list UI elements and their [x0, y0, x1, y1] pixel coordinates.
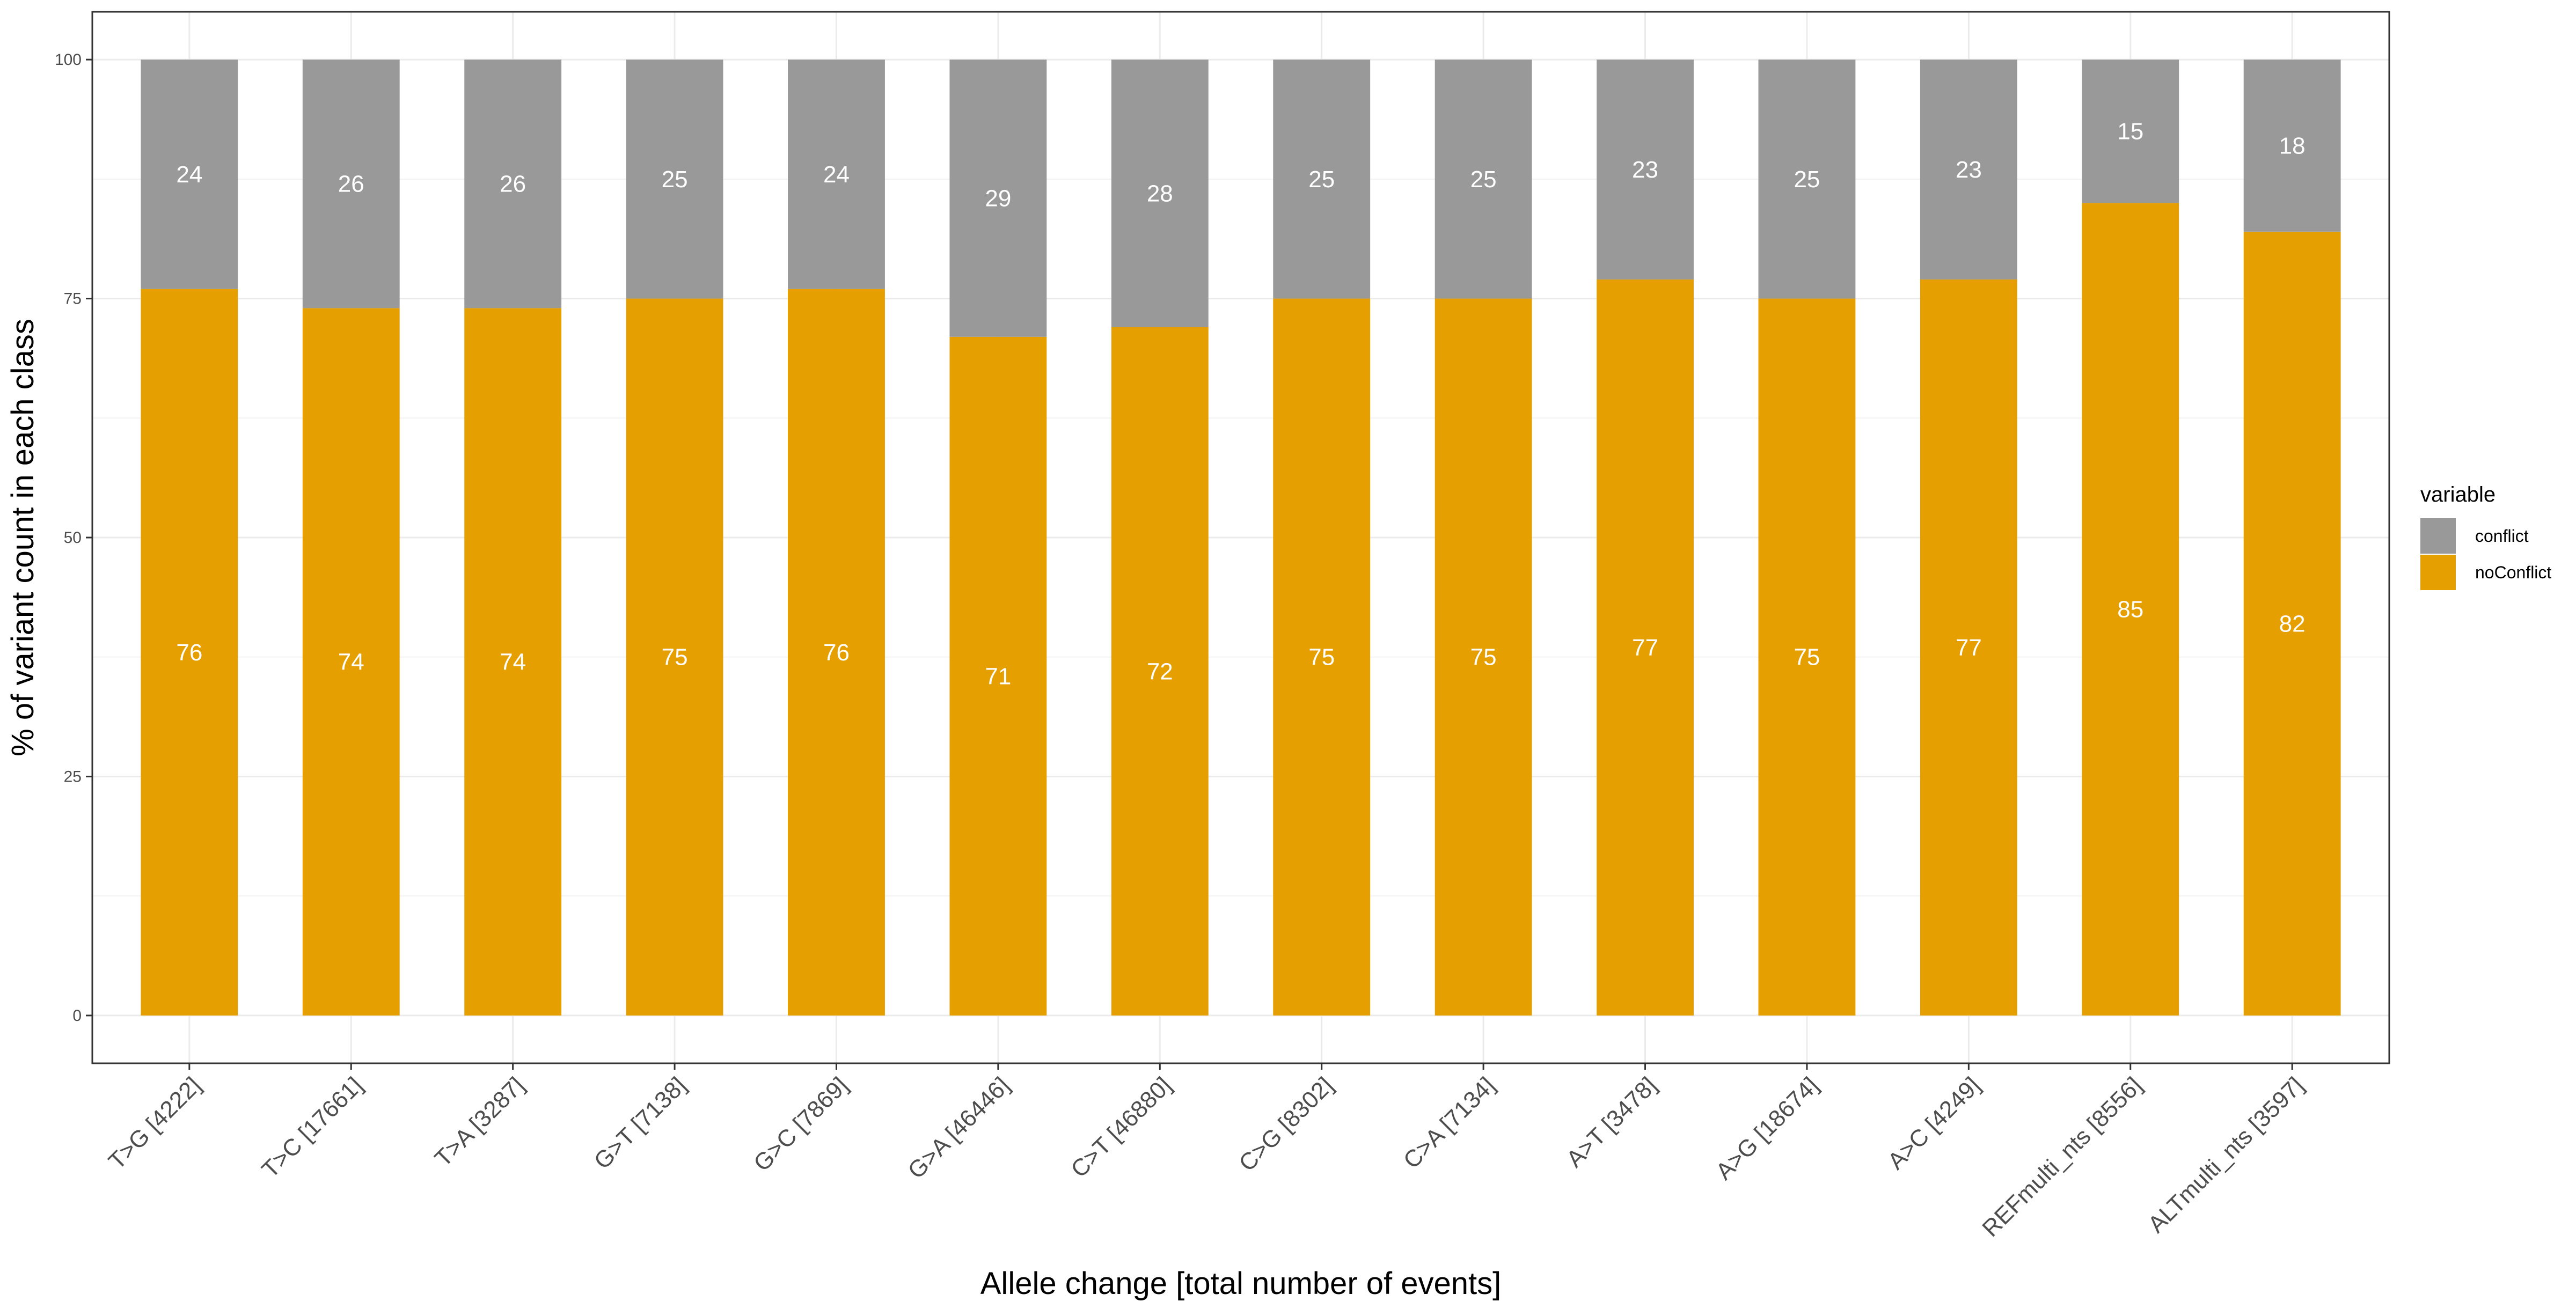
- data-label-noConflict: 75: [1470, 644, 1497, 671]
- data-labels: 76 24 74 26 74 26 75 25 76 24 71 29 72 28 75 25 75 25 77 23…: [176, 119, 2305, 690]
- bar-conflict: [949, 60, 1047, 337]
- data-label-noConflict: 82: [2279, 611, 2306, 637]
- x-tick-label: T>G [4222]: [104, 1072, 206, 1174]
- bar-conflict: [1273, 60, 1371, 299]
- data-label-conflict: 26: [338, 171, 364, 197]
- data-label-noConflict: 75: [662, 644, 688, 671]
- bar-noConflict: [1111, 327, 1209, 1016]
- x-tick-label: T>A [3287]: [430, 1072, 530, 1172]
- bar-noConflict: [1920, 279, 2017, 1016]
- bar-noConflict: [1758, 298, 1856, 1016]
- legend-label-conflict: conflict: [2475, 526, 2529, 546]
- bars: [141, 60, 2341, 1016]
- data-label-noConflict: 72: [1147, 658, 1173, 685]
- bar-noConflict: [788, 289, 885, 1016]
- data-label-conflict: 23: [1632, 157, 1658, 183]
- data-label-noConflict: 74: [500, 649, 526, 675]
- data-label-noConflict: 76: [823, 639, 850, 666]
- legend-title: variable: [2420, 483, 2496, 506]
- data-label-conflict: 26: [500, 171, 526, 197]
- data-label-conflict: 25: [1794, 166, 1820, 193]
- data-label-conflict: 24: [176, 161, 202, 188]
- x-tick-label: A>T [3478]: [1561, 1072, 1662, 1172]
- x-tick-label: A>G [18674]: [1711, 1072, 1824, 1185]
- bar-conflict: [2082, 60, 2179, 203]
- bar-conflict: [1920, 60, 2017, 280]
- grid-lines: [92, 12, 2389, 1063]
- x-tick-label: G>T [7138]: [589, 1072, 692, 1174]
- legend-key-conflict: [2420, 518, 2456, 554]
- bar-noConflict: [1435, 298, 1532, 1016]
- y-tick-label: 100: [55, 51, 82, 69]
- x-axis-title: Allele change [total number of events]: [980, 1266, 1501, 1301]
- bar-noConflict: [2243, 231, 2341, 1016]
- bar-conflict: [2243, 60, 2341, 232]
- data-label-noConflict: 71: [985, 663, 1011, 689]
- data-label-conflict: 25: [1308, 166, 1335, 193]
- y-axis: 0 25 50 75 100: [55, 51, 92, 1025]
- data-label-noConflict: 77: [1632, 635, 1658, 661]
- bar-noConflict: [1597, 279, 1694, 1016]
- bar-conflict: [141, 60, 238, 289]
- x-tick-label: G>C [7869]: [749, 1072, 853, 1176]
- data-label-conflict: 18: [2279, 133, 2306, 159]
- bar-conflict: [1435, 60, 1532, 299]
- bar-conflict: [1597, 60, 1694, 280]
- x-tick-label: ALTmulti_nts [3597]: [2143, 1072, 2309, 1238]
- bar-noConflict: [626, 298, 723, 1016]
- bar-conflict: [626, 60, 723, 299]
- x-axis: T>G [4222] T>C [17661] T>A [3287] G>T [7138…: [104, 1063, 2309, 1242]
- legend-label-noConflict: noConflict: [2475, 563, 2551, 582]
- x-tick-label: C>A [7134]: [1399, 1072, 1500, 1173]
- bar-conflict: [302, 60, 400, 308]
- bar-noConflict: [141, 289, 238, 1016]
- data-label-conflict: 25: [662, 166, 688, 193]
- data-label-noConflict: 77: [1956, 635, 1982, 661]
- y-tick-label: 75: [64, 290, 82, 308]
- bar-noConflict: [2082, 203, 2179, 1016]
- data-label-noConflict: 74: [338, 649, 364, 675]
- x-tick-label: G>A [46446]: [903, 1072, 1015, 1184]
- bar-conflict: [788, 60, 885, 289]
- data-label-noConflict: 75: [1794, 644, 1820, 671]
- x-tick-label: A>C [4249]: [1883, 1072, 1985, 1174]
- data-label-noConflict: 75: [1308, 644, 1335, 671]
- data-label-conflict: 28: [1147, 181, 1173, 207]
- x-tick-label: REFmulti_nts [8556]: [1977, 1072, 2147, 1242]
- y-tick-label: 50: [64, 529, 82, 547]
- data-label-noConflict: 85: [2117, 597, 2143, 623]
- bar-conflict: [464, 60, 562, 308]
- bar-conflict: [1111, 60, 1209, 327]
- y-tick-label: 25: [64, 768, 82, 785]
- data-label-conflict: 25: [1470, 166, 1497, 193]
- data-label-conflict: 15: [2117, 119, 2143, 145]
- y-tick-label: 0: [72, 1007, 82, 1025]
- legend-key-noConflict: [2420, 555, 2456, 590]
- data-label-conflict: 29: [985, 185, 1011, 211]
- x-tick-label: C>T [46880]: [1066, 1072, 1176, 1182]
- y-axis-title: % of variant count in each class: [5, 319, 40, 756]
- data-label-noConflict: 76: [176, 639, 202, 666]
- x-tick-label: T>C [17661]: [257, 1072, 368, 1183]
- bar-noConflict: [302, 308, 400, 1016]
- bar-noConflict: [949, 336, 1047, 1016]
- bar-noConflict: [464, 308, 562, 1016]
- bar-noConflict: [1273, 298, 1371, 1016]
- bar-conflict: [1758, 60, 1856, 299]
- x-tick-label: C>G [8302]: [1234, 1072, 1338, 1176]
- legend: variable conflict noConflict: [2420, 483, 2551, 590]
- data-label-conflict: 23: [1956, 157, 1982, 183]
- data-label-conflict: 24: [823, 161, 850, 188]
